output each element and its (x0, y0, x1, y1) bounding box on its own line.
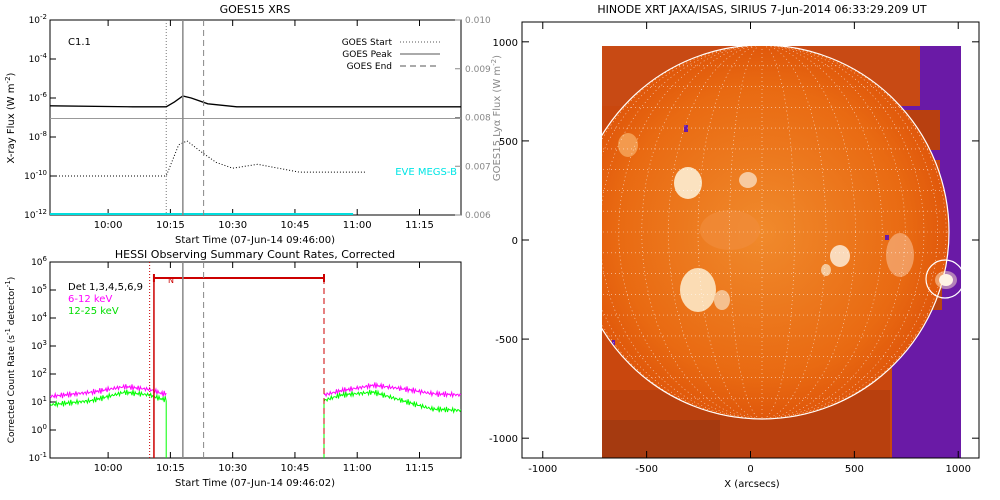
hessi-series-line (50, 389, 167, 458)
hessi-ytick-label: 103 (31, 339, 47, 352)
xrt-grid-lon (618, 46, 906, 419)
goes-ytick-label: 10-4 (29, 52, 48, 65)
xrt-ytick-label: 0 (512, 236, 518, 247)
hessi-xlabel: Start Time (07-Jun-14 09:46:02) (175, 478, 335, 489)
xrt-xtick-label: 1000 (946, 464, 971, 475)
goes-ytick-label: 10-10 (24, 169, 47, 182)
hessi-plot-frame (49, 261, 462, 459)
goes-xlabel: Start Time (07-Jun-14 09:46:00) (175, 235, 335, 246)
goes-legend: GOES Start GOES Peak GOES End (342, 38, 440, 72)
xrt-xtick-label: -500 (635, 464, 658, 475)
xrt-xtick-label: 500 (845, 464, 864, 475)
solar-limb (602, 46, 950, 420)
hessi-ytick-label: 101 (31, 395, 47, 408)
hessi-night-label: N (168, 276, 174, 285)
xrt-xtick-label: 0 (747, 464, 753, 475)
xrt-ytick-label: -500 (495, 335, 518, 346)
hessi-ytick-label: 10-1 (29, 451, 47, 464)
goes-y2label: GOES15 Lyα Flux (W m-2) (490, 55, 503, 181)
xrt-xtick-label: -1000 (528, 464, 557, 475)
goes-legend-label: GOES Start (342, 38, 393, 48)
goes-panel: GOES15 XRS 10:00 10:15 10:30 10:45 11:00 11:1… (4, 3, 503, 246)
hessi-xtick-label: 10:15 (156, 463, 185, 474)
hessi-series-line (323, 382, 461, 399)
goes-y2tick-label: 0.010 (465, 16, 491, 26)
xrt-grid-lon (602, 46, 947, 419)
hessi-ytick-label: 105 (31, 283, 47, 296)
goes-xtick-label: 10:00 (94, 220, 123, 231)
xrt-ytick-label: 500 (499, 137, 518, 148)
hessi-xtick-label: 10:30 (218, 463, 247, 474)
flare-region-circle (925, 259, 961, 299)
hessi-ytick-label: 106 (31, 255, 47, 268)
goes-y2tick-label: 0.007 (465, 162, 491, 172)
hessi-ytick-label: 102 (31, 367, 47, 380)
xrt-ytick-label: -1000 (489, 434, 518, 445)
legend-12-25-kev: 12-25 keV (68, 306, 119, 317)
xrt-ytick-label: 1000 (493, 38, 518, 49)
hessi-ytick-label: 100 (31, 423, 47, 436)
xrt-grid-lon (602, 46, 939, 419)
eve-label: EVE MEGS-B (395, 167, 457, 178)
goes-legend-label: GOES Peak (342, 50, 392, 60)
hessi-panel: HESSI Observing Summary Count Rates, Cor… (4, 248, 462, 489)
xrt-grid-lon (602, 46, 925, 419)
hessi-ylabel: Corrected Count Rate (s-1 detector-1) (4, 277, 17, 444)
hessi-detectors: Det 1,3,4,5,6,9 (68, 282, 143, 293)
goes-ytick-label: 10-8 (29, 130, 47, 143)
xrt-title: HINODE XRT JAXA/ISAS, SIRIUS 7-Jun-2014 … (597, 3, 927, 16)
goes-xtick-label: 10:15 (156, 220, 185, 231)
hessi-title: HESSI Observing Summary Count Rates, Cor… (115, 248, 395, 261)
goes-class-label: C1.1 (68, 37, 91, 48)
goes-xtick-label: 10:30 (218, 220, 247, 231)
xrt-grid-lon (668, 46, 856, 419)
goes-xtick-label: 10:45 (281, 220, 310, 231)
xrt-grid-lon (697, 46, 827, 419)
goes-xtick-label: 11:00 (343, 220, 372, 231)
hessi-xtick-label: 11:15 (405, 463, 434, 474)
legend-6-12-kev: 6-12 keV (68, 294, 112, 305)
goes-ylabel: X-ray Flux (W m-2) (4, 72, 17, 163)
goes-ytick-label: 10-2 (29, 13, 47, 26)
xrt-grid-lon (641, 46, 883, 419)
goes-long-line (50, 95, 461, 108)
xrt-xlabel: X (arcsecs) (724, 479, 780, 490)
goes-y2tick-label: 0.006 (465, 211, 491, 221)
hessi-xtick-label: 11:00 (343, 463, 372, 474)
hessi-xtick-label: 10:00 (94, 463, 123, 474)
goes-xtick-label: 11:15 (405, 220, 434, 231)
xrt-grid-lon (729, 46, 795, 419)
goes-short-line (50, 140, 366, 177)
hessi-series-line (323, 389, 461, 458)
goes-plot-frame (49, 19, 462, 216)
hessi-xtick-label: 10:45 (281, 463, 310, 474)
hessi-ytick-label: 104 (31, 311, 47, 324)
goes-legend-label: GOES End (347, 62, 392, 72)
hessi-series-line (50, 383, 167, 400)
goes-y2tick-label: 0.009 (465, 65, 491, 75)
xrt-panel: HINODE XRT JAXA/ISAS, SIRIUS 7-Jun-2014 … (489, 3, 980, 490)
goes-title: GOES15 XRS (220, 3, 291, 16)
goes-ytick-label: 10-6 (29, 91, 48, 104)
xrt-image (602, 46, 961, 458)
goes-y2tick-label: 0.008 (465, 114, 491, 124)
goes-ytick-label: 10-12 (24, 208, 47, 221)
